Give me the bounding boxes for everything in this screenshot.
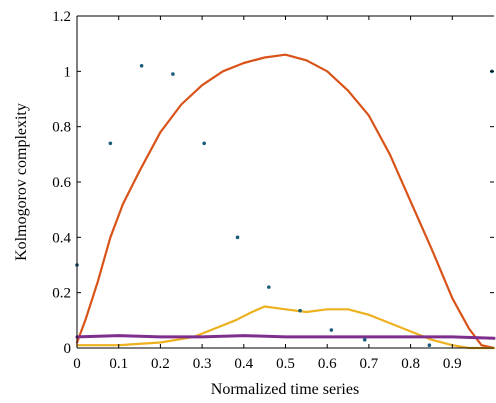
tick-labels: 0 0.2 0.4 0.6 0.8 1 1.2 0 0.1 0.2 0.3 0.4 0.5 0.6 0.7 0…: [52, 9, 494, 372]
series-line-3: [75, 334, 496, 340]
x-tick-label: 0.8: [401, 356, 420, 372]
scatter-point: [202, 141, 206, 146]
y-tick-label: 0.8: [52, 120, 71, 136]
x-tick-label: 0.6: [318, 356, 337, 372]
y-tick-label: 0.2: [52, 286, 71, 302]
x-tick-label: 0.5: [276, 356, 295, 372]
y-tick-label: 0.6: [52, 175, 71, 191]
y-tick-label: 1: [64, 64, 72, 80]
x-tick-label: 0.1: [109, 356, 128, 372]
x-axis-title: Normalized time series: [211, 381, 359, 398]
x-tick-label: 0.2: [151, 356, 170, 372]
axes: [76, 15, 494, 349]
x-tick-label: 0.7: [360, 356, 379, 372]
scatter-point: [298, 308, 302, 313]
y-tick-label: 0.4: [52, 230, 71, 246]
scatter-point: [171, 72, 175, 76]
y-tick-label: 0: [64, 341, 72, 357]
scatter-point: [235, 235, 240, 240]
x-tick-label: 0.4: [234, 356, 253, 372]
series-line-1: [75, 53, 496, 350]
scatter-point: [362, 337, 367, 342]
plot-area: [75, 53, 496, 350]
y-tick-label: 1.2: [52, 9, 71, 25]
series-line-2: [75, 305, 496, 350]
x-tick-label: 0.9: [443, 356, 462, 372]
x-tick-label: 0.3: [193, 356, 212, 372]
scatter-point: [267, 285, 271, 289]
scatter-point: [139, 64, 144, 68]
scatter-point: [329, 328, 334, 332]
scatter-point: [427, 343, 432, 348]
y-axis-title: Kolmogorov complexity: [13, 103, 30, 261]
x-tick-label: 0: [73, 356, 81, 372]
scatter-point: [108, 141, 113, 146]
